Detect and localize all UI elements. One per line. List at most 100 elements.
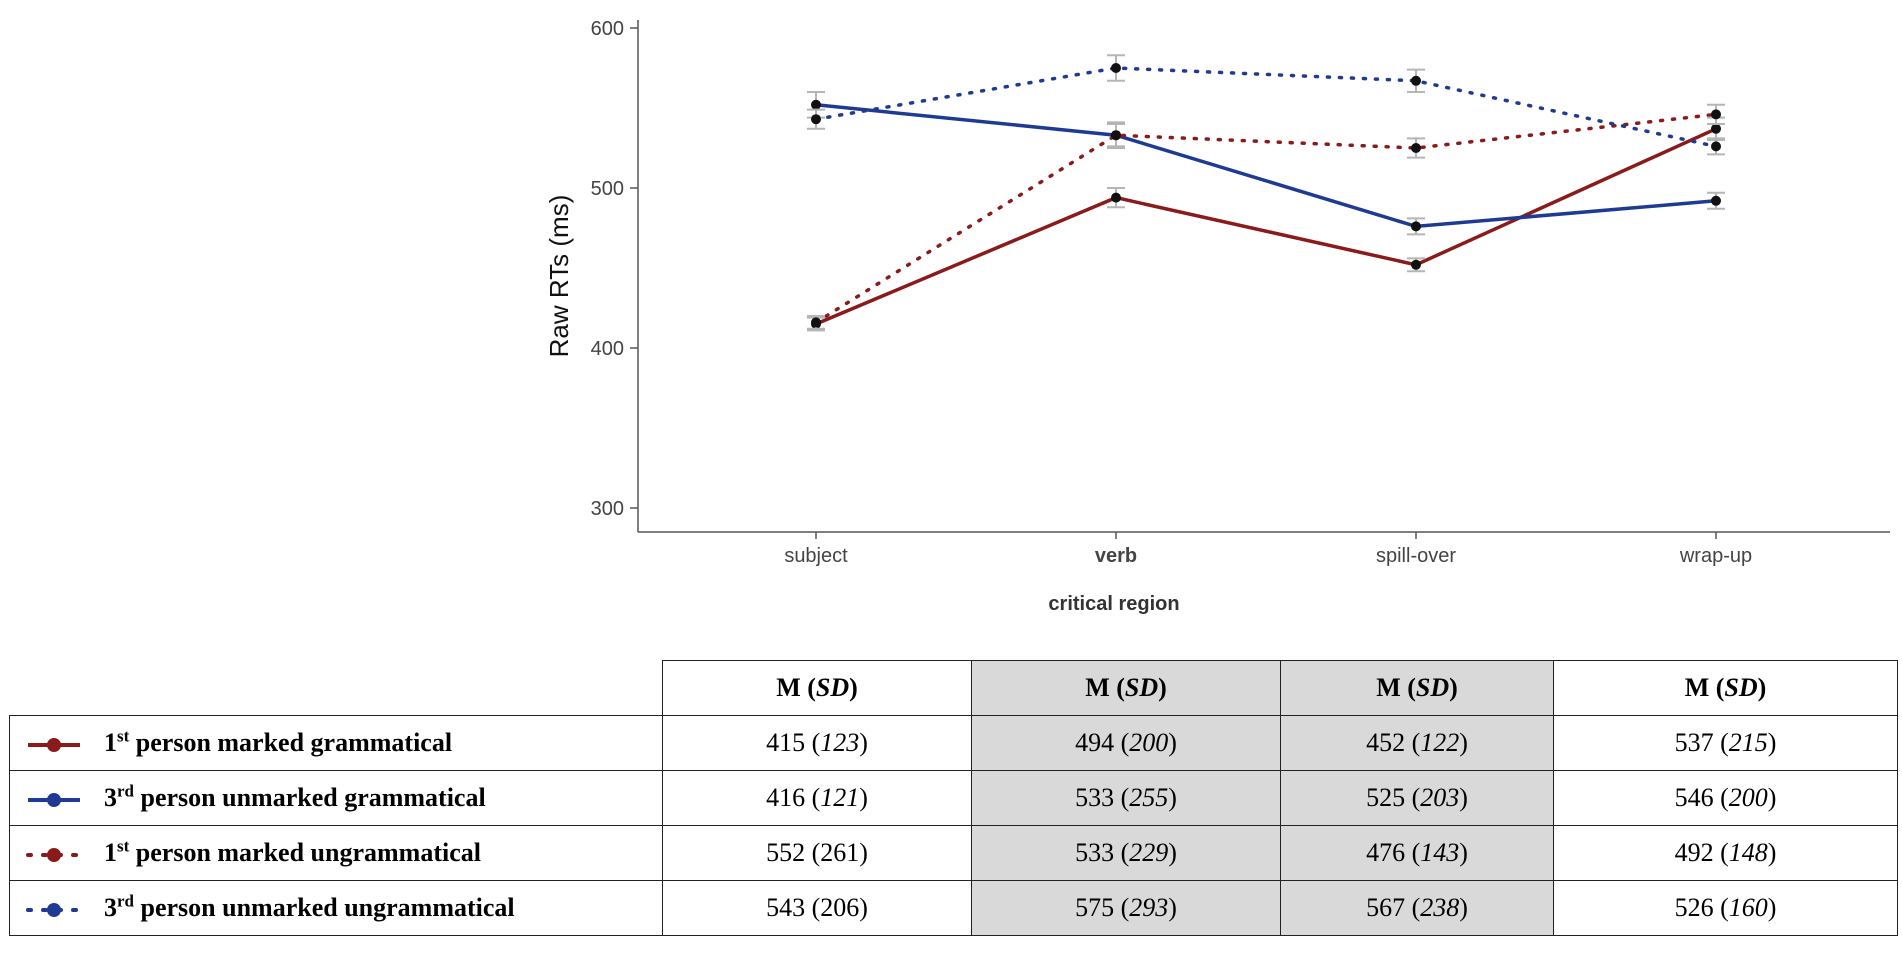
legend-label-cell: 1st person marked grammatical <box>9 715 663 771</box>
series-line-1 <box>815 127 1717 326</box>
legend-label-text: person unmarked ungrammatical <box>134 893 515 922</box>
cell-close-paren: ) <box>859 893 868 922</box>
header-close-paren: ) <box>1158 673 1167 702</box>
header-sd-label: SD <box>1415 673 1450 702</box>
legend-label-cell: 3rd person unmarked grammatical <box>9 770 663 826</box>
table-row: 1st person marked ungrammatical 552 (261)… <box>9 825 1898 881</box>
column-header-1: M (SD) <box>662 660 972 716</box>
cell-close-paren: ) <box>1168 783 1177 812</box>
cell-mean: 546 ( <box>1674 783 1729 812</box>
legend-key-icon <box>28 793 80 808</box>
cell-mean: 526 ( <box>1674 893 1729 922</box>
table-header-row: M (SD) M (SD) M (SD) M (SD) <box>9 660 1898 716</box>
header-sd-label: SD <box>1124 673 1159 702</box>
y-tick-label: 500 <box>591 178 624 200</box>
data-point-s2-4 <box>1711 195 1721 206</box>
data-point-s4-4 <box>1711 141 1721 152</box>
y-tick-label: 600 <box>591 18 624 40</box>
legend-ordinal-suffix: st <box>117 836 130 856</box>
cell-sd: 121 <box>820 783 860 812</box>
legend-ordinal-suffix: rd <box>117 781 134 801</box>
means-table: M (SD) M (SD) M (SD) M (SD) 1st person mark… <box>9 660 1898 936</box>
legend-label-text: person unmarked grammatical <box>134 783 486 812</box>
table-cell: 452 (122) <box>1280 715 1554 771</box>
cell-close-paren: ) <box>1168 838 1177 867</box>
table-cell: 567 (238) <box>1280 880 1554 936</box>
cell-close-paren: ) <box>1459 783 1468 812</box>
x-tick-label: spill-over <box>1376 545 1456 567</box>
data-point-s4-2 <box>1111 63 1121 73</box>
cell-close-paren: ) <box>1767 783 1777 812</box>
cell-mean: 533 ( <box>1075 838 1130 867</box>
legend-label-cell: 3rd person unmarked ungrammatical <box>9 880 663 936</box>
cell-sd: 160 <box>1728 893 1768 922</box>
cell-sd: 200 <box>1728 783 1768 812</box>
header-mean-label: M ( <box>1684 673 1725 702</box>
table-cell: 537 (215) <box>1553 715 1898 771</box>
cell-close-paren: ) <box>859 783 868 812</box>
cell-sd: 215 <box>1728 728 1768 757</box>
data-point-s1-3 <box>1411 259 1421 270</box>
cell-close-paren: ) <box>859 728 868 757</box>
cell-close-paren: ) <box>1168 893 1177 922</box>
x-tick-label: verb <box>1095 545 1137 567</box>
cell-sd: 123 <box>820 728 860 757</box>
cell-mean: 575 ( <box>1075 893 1130 922</box>
table-row: 1st person marked grammatical 415 (123) 49… <box>9 715 1898 771</box>
legend-label-text: person marked grammatical <box>129 728 453 757</box>
cell-close-paren: ) <box>1168 728 1177 757</box>
cell-mean: 452 ( <box>1366 728 1421 757</box>
column-header-2: M (SD) <box>971 660 1281 716</box>
cell-mean: 537 ( <box>1674 728 1729 757</box>
table-cell: 575 (293) <box>971 880 1281 936</box>
data-point-s1-2 <box>1111 192 1121 203</box>
column-header-4: M (SD) <box>1553 660 1898 716</box>
y-tick-label: 300 <box>591 498 624 520</box>
series-line-3 <box>814 112 1718 325</box>
y-axis-title: Raw RTs (ms) <box>544 195 574 358</box>
header-mean-label: M ( <box>1085 673 1125 702</box>
data-point-s1-4 <box>1711 123 1721 134</box>
cell-mean: 415 ( <box>766 728 821 757</box>
cell-close-paren: ) <box>1767 893 1777 922</box>
header-sd-label: SD <box>1724 673 1758 702</box>
cell-sd: 148 <box>1728 838 1768 867</box>
legend-ordinal-suffix: rd <box>117 891 134 911</box>
legend-key-icon <box>26 903 82 918</box>
cell-close-paren: ) <box>1459 893 1468 922</box>
column-header-3: M (SD) <box>1280 660 1554 716</box>
data-point-s3-3 <box>1411 143 1421 153</box>
legend-person-number: 3 <box>104 783 117 812</box>
table-cell: 546 (200) <box>1553 770 1898 826</box>
legend-key-icon <box>26 848 82 863</box>
cell-mean: 416 ( <box>766 783 821 812</box>
table-cell: 525 (203) <box>1280 770 1554 826</box>
legend-label-cell: 1st person marked ungrammatical <box>9 825 663 881</box>
table-cell: 416 (121) <box>662 770 972 826</box>
data-point-s2-1 <box>811 99 821 110</box>
data-point-s3-4 <box>1711 109 1721 120</box>
header-close-paren: ) <box>1757 673 1767 702</box>
table-cell: 526 (160) <box>1553 880 1898 936</box>
cell-close-paren: ) <box>859 838 868 867</box>
cell-mean: 476 ( <box>1366 838 1421 867</box>
legend-key-icon <box>28 738 80 753</box>
x-axis-title: critical region <box>1048 593 1179 615</box>
cell-sd: 229 <box>1129 838 1169 867</box>
header-sd-label: SD <box>815 673 850 702</box>
legend-person-number: 1 <box>104 728 117 757</box>
data-point-s3-1 <box>811 317 821 328</box>
cell-sd: 293 <box>1129 893 1169 922</box>
y-tick-label: 400 <box>591 338 624 360</box>
cell-mean: 543 ( <box>766 893 821 922</box>
cell-mean: 533 ( <box>1075 783 1130 812</box>
table-cell: 415 (123) <box>662 715 972 771</box>
cell-mean: 552 ( <box>766 838 821 867</box>
header-close-paren: ) <box>849 673 858 702</box>
data-point-s2-3 <box>1411 221 1421 232</box>
legend-ordinal-suffix: st <box>117 726 130 746</box>
series-line-2 <box>815 103 1717 229</box>
table-cell: 533 (229) <box>971 825 1281 881</box>
legend-label-text: person marked ungrammatical <box>129 838 481 867</box>
cell-sd: 261 <box>820 838 860 867</box>
